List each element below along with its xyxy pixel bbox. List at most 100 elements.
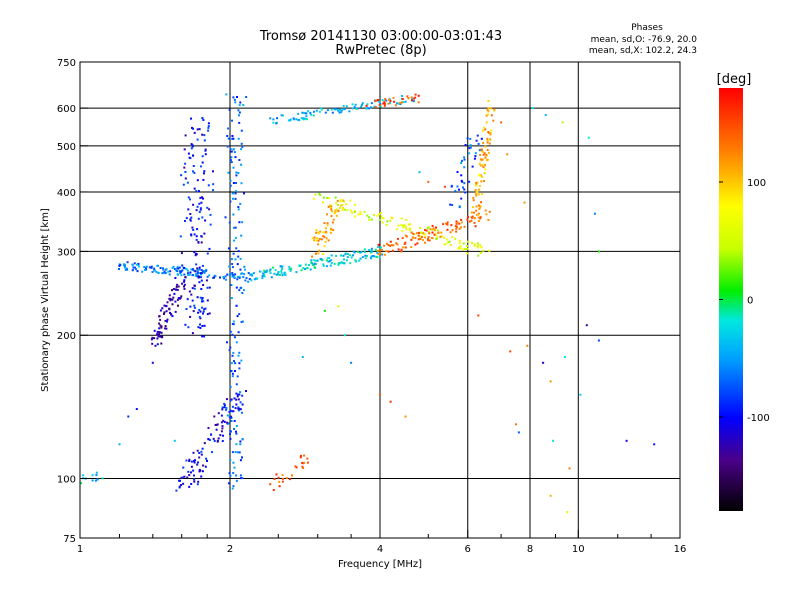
scatter-point — [597, 339, 600, 342]
scatter-point — [336, 199, 339, 202]
scatter-point — [301, 356, 304, 358]
scatter-point — [206, 299, 209, 302]
scatter-point — [475, 184, 477, 187]
scatter-point — [191, 145, 194, 148]
scatter-point — [449, 231, 452, 234]
scatter-point — [118, 268, 120, 270]
scatter-point — [460, 174, 463, 177]
scatter-point — [207, 438, 210, 441]
scatter-point — [184, 162, 187, 165]
scatter-point — [278, 274, 281, 276]
scatter-point — [370, 218, 373, 221]
scatter-point — [180, 274, 183, 277]
scatter-point — [475, 205, 478, 208]
scatter-point — [207, 129, 210, 132]
scatter-point — [487, 131, 490, 133]
scatter-point — [389, 102, 391, 104]
scatter-point — [427, 239, 430, 242]
scatter-point — [206, 252, 209, 255]
scatter-point — [320, 107, 323, 110]
scatter-point — [186, 269, 189, 272]
scatter-point — [385, 250, 388, 252]
scatter-point — [319, 230, 322, 233]
scatter-point — [180, 477, 183, 479]
scatter-point — [470, 211, 473, 214]
scatter-point — [473, 211, 475, 214]
scatter-point — [206, 275, 209, 278]
scatter-point — [179, 297, 182, 299]
scatter-point — [193, 287, 196, 290]
scatter-point — [455, 220, 458, 223]
scatter-point — [126, 261, 129, 264]
scatter-point — [228, 472, 231, 475]
scatter-point — [256, 277, 259, 280]
scatter-point — [483, 180, 485, 182]
scatter-point — [223, 406, 226, 409]
scatter-point — [449, 244, 452, 247]
scatter-point — [414, 96, 417, 99]
scatter-point — [182, 482, 185, 485]
scatter-point — [471, 217, 474, 220]
scatter-point — [198, 266, 201, 269]
scatter-point — [334, 108, 337, 111]
scatter-point — [232, 252, 235, 255]
scatter-point — [376, 249, 379, 252]
scatter-point — [323, 309, 326, 312]
scatter-point — [232, 137, 235, 140]
scatter-point — [151, 342, 154, 345]
scatter-point — [463, 158, 466, 161]
scatter-point — [123, 266, 126, 269]
scatter-point — [295, 466, 298, 469]
scatter-point — [454, 225, 457, 228]
scatter-point — [239, 286, 242, 289]
scatter-point — [566, 511, 569, 514]
scatter-point — [202, 178, 205, 181]
scatter-point — [387, 102, 390, 105]
scatter-point — [395, 242, 398, 245]
scatter-point — [389, 400, 392, 403]
scatter-point — [223, 277, 225, 280]
scatter-point — [410, 238, 413, 241]
scatter-point — [460, 221, 463, 224]
scatter-point — [500, 121, 503, 124]
scatter-point — [209, 213, 212, 216]
scatter-point — [194, 270, 197, 273]
scatter-point — [330, 262, 333, 264]
scatter-point — [160, 342, 163, 345]
scatter-point — [451, 235, 454, 238]
axis-ticks: 1 2 4 6 8 10 16 75 100 200 300 400 500 600 750 — [57, 58, 686, 555]
scatter-point — [431, 224, 434, 227]
scatter-point — [230, 362, 233, 365]
scatter-point — [190, 483, 193, 485]
scatter-point — [193, 304, 196, 307]
scatter-point — [471, 165, 474, 168]
scatter-point — [231, 263, 234, 265]
scatter-point — [194, 274, 197, 277]
scatter-point — [477, 314, 480, 317]
scatter-point — [273, 272, 276, 275]
scatter-point — [476, 134, 479, 137]
scatter-point — [136, 263, 138, 266]
scatter-point — [227, 137, 230, 140]
scatter-point — [330, 208, 333, 211]
scatter-point — [350, 256, 353, 259]
scatter-point — [297, 112, 300, 115]
scatter-point — [356, 107, 359, 110]
scatter-point — [200, 241, 203, 244]
scatter-point — [175, 269, 177, 272]
scatter-point — [235, 425, 238, 427]
scatter-point — [272, 489, 275, 491]
scatter-point — [328, 197, 330, 200]
scatter-point — [370, 255, 373, 258]
scatter-point — [330, 259, 333, 262]
scatter-point — [480, 201, 482, 204]
scatter-point — [229, 433, 231, 435]
scatter-point — [188, 273, 191, 276]
scatter-point — [187, 470, 190, 473]
scatter-point — [377, 246, 380, 248]
scatter-point — [214, 275, 217, 278]
scatter-point — [191, 332, 194, 335]
scatter-point — [203, 270, 206, 272]
scatter-point — [405, 219, 408, 221]
colorbar-tick-label: 100 — [747, 178, 766, 189]
